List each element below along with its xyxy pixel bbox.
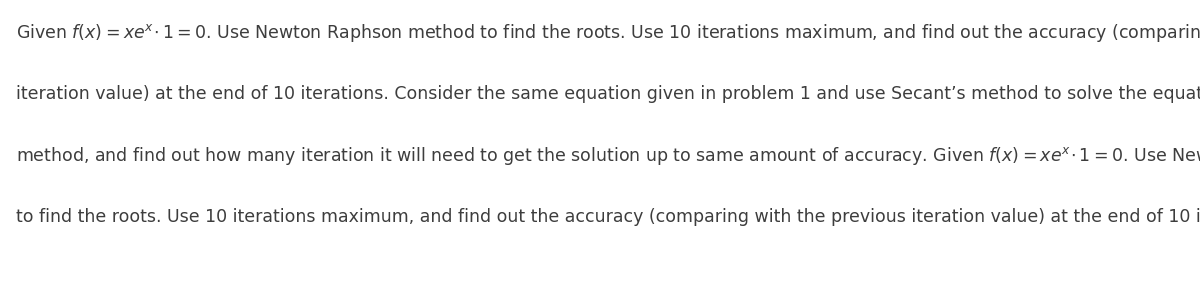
Text: iteration value) at the end of 10 iterations. Consider the same equation given i: iteration value) at the end of 10 iterat… — [16, 85, 1200, 103]
Text: method, and find out how many iteration it will need to get the solution up to s: method, and find out how many iteration … — [16, 145, 1200, 167]
Text: Given $f(x) = xe^{x}\!\cdot 1 = 0$. Use Newton Raphson method to find the roots.: Given $f(x) = xe^{x}\!\cdot 1 = 0$. Use … — [16, 22, 1200, 44]
Text: to find the roots. Use 10 iterations maximum, and find out the accuracy (compari: to find the roots. Use 10 iterations max… — [16, 208, 1200, 226]
